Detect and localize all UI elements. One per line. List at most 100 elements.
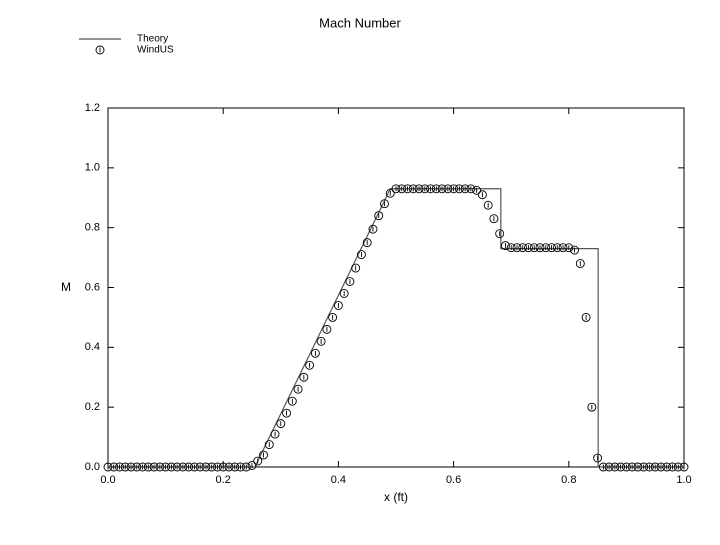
x-tick-label: 0.4 [331, 474, 346, 486]
marker [207, 462, 217, 472]
marker [454, 184, 464, 194]
marker-circle [552, 243, 562, 253]
marker [512, 243, 522, 253]
marker-circle [95, 45, 105, 55]
y-tick-label: 0.0 [85, 461, 100, 473]
marker-circle [454, 184, 464, 194]
marker-circle [184, 462, 194, 472]
marker-circle [143, 462, 153, 472]
marker-circle [524, 243, 533, 253]
marker [656, 462, 666, 472]
marker [161, 462, 171, 472]
marker [120, 462, 130, 472]
marker-circle [668, 462, 677, 472]
marker [149, 462, 159, 472]
marker [397, 184, 407, 194]
marker [483, 200, 493, 210]
marker [172, 462, 182, 472]
marker-circle [414, 184, 424, 194]
marker [282, 408, 292, 418]
marker-circle [264, 440, 274, 450]
marker-circle [506, 243, 516, 253]
marker [305, 360, 315, 370]
marker-circle [253, 456, 263, 466]
marker-circle [362, 238, 372, 248]
marker [189, 462, 199, 472]
marker [322, 324, 332, 334]
marker [535, 243, 545, 253]
marker-circle [650, 462, 660, 472]
marker-circle [581, 312, 591, 322]
marker [103, 462, 113, 472]
marker-circle [535, 243, 545, 253]
marker [115, 462, 124, 472]
marker-circle [621, 462, 631, 472]
marker-circle [103, 462, 113, 472]
marker [524, 243, 533, 253]
marker [650, 462, 660, 472]
marker-circle [639, 462, 649, 472]
marker-circle [351, 263, 361, 273]
marker [356, 250, 366, 260]
marker [166, 462, 176, 472]
marker-circle [604, 462, 614, 472]
marker-circle [656, 462, 666, 472]
x-tick-label: 1.0 [676, 474, 691, 486]
x-tick-label: 0.2 [216, 474, 231, 486]
marker [287, 396, 297, 406]
marker-circle [679, 462, 689, 472]
marker-circle [662, 462, 672, 472]
marker-circle [472, 185, 482, 195]
y-tick-label: 0.2 [85, 401, 100, 413]
marker-circle [449, 184, 459, 194]
y-axis-label: M [61, 280, 71, 294]
marker-circle [426, 184, 436, 194]
marker [293, 384, 303, 394]
marker [414, 184, 424, 194]
marker [420, 184, 430, 194]
marker-circle [558, 243, 568, 253]
marker [138, 462, 148, 472]
marker-circle [616, 462, 626, 472]
marker [310, 348, 320, 358]
marker [184, 462, 194, 472]
y-tick-label: 1.0 [85, 162, 100, 174]
marker [143, 462, 153, 472]
marker [380, 199, 389, 209]
marker [374, 211, 384, 221]
marker-circle [328, 312, 338, 322]
marker-circle [518, 243, 528, 253]
marker-circle [633, 462, 643, 472]
marker-circle [374, 211, 384, 221]
marker [109, 462, 119, 472]
marker-circle [270, 429, 280, 439]
marker [552, 243, 562, 253]
marker [236, 462, 245, 472]
marker-circle [598, 462, 608, 472]
marker-circle [512, 243, 522, 253]
marker-circle [230, 462, 240, 472]
marker-circle [443, 184, 453, 194]
marker-circle [316, 336, 326, 346]
marker [558, 243, 568, 253]
marker [276, 419, 286, 429]
marker [195, 462, 205, 472]
marker-circle [333, 301, 343, 310]
marker-circle [408, 184, 418, 194]
marker [506, 243, 516, 253]
marker [460, 184, 470, 194]
marker [224, 462, 234, 472]
marker [230, 462, 240, 472]
legend-label: Theory [137, 34, 168, 45]
marker-circle [178, 462, 188, 472]
marker-circle [287, 396, 297, 406]
marker [431, 184, 441, 194]
marker-circle [500, 241, 510, 251]
marker-circle [138, 462, 148, 472]
marker-circle [575, 259, 585, 269]
marker [529, 243, 539, 253]
marker [587, 402, 597, 412]
marker [610, 462, 620, 472]
